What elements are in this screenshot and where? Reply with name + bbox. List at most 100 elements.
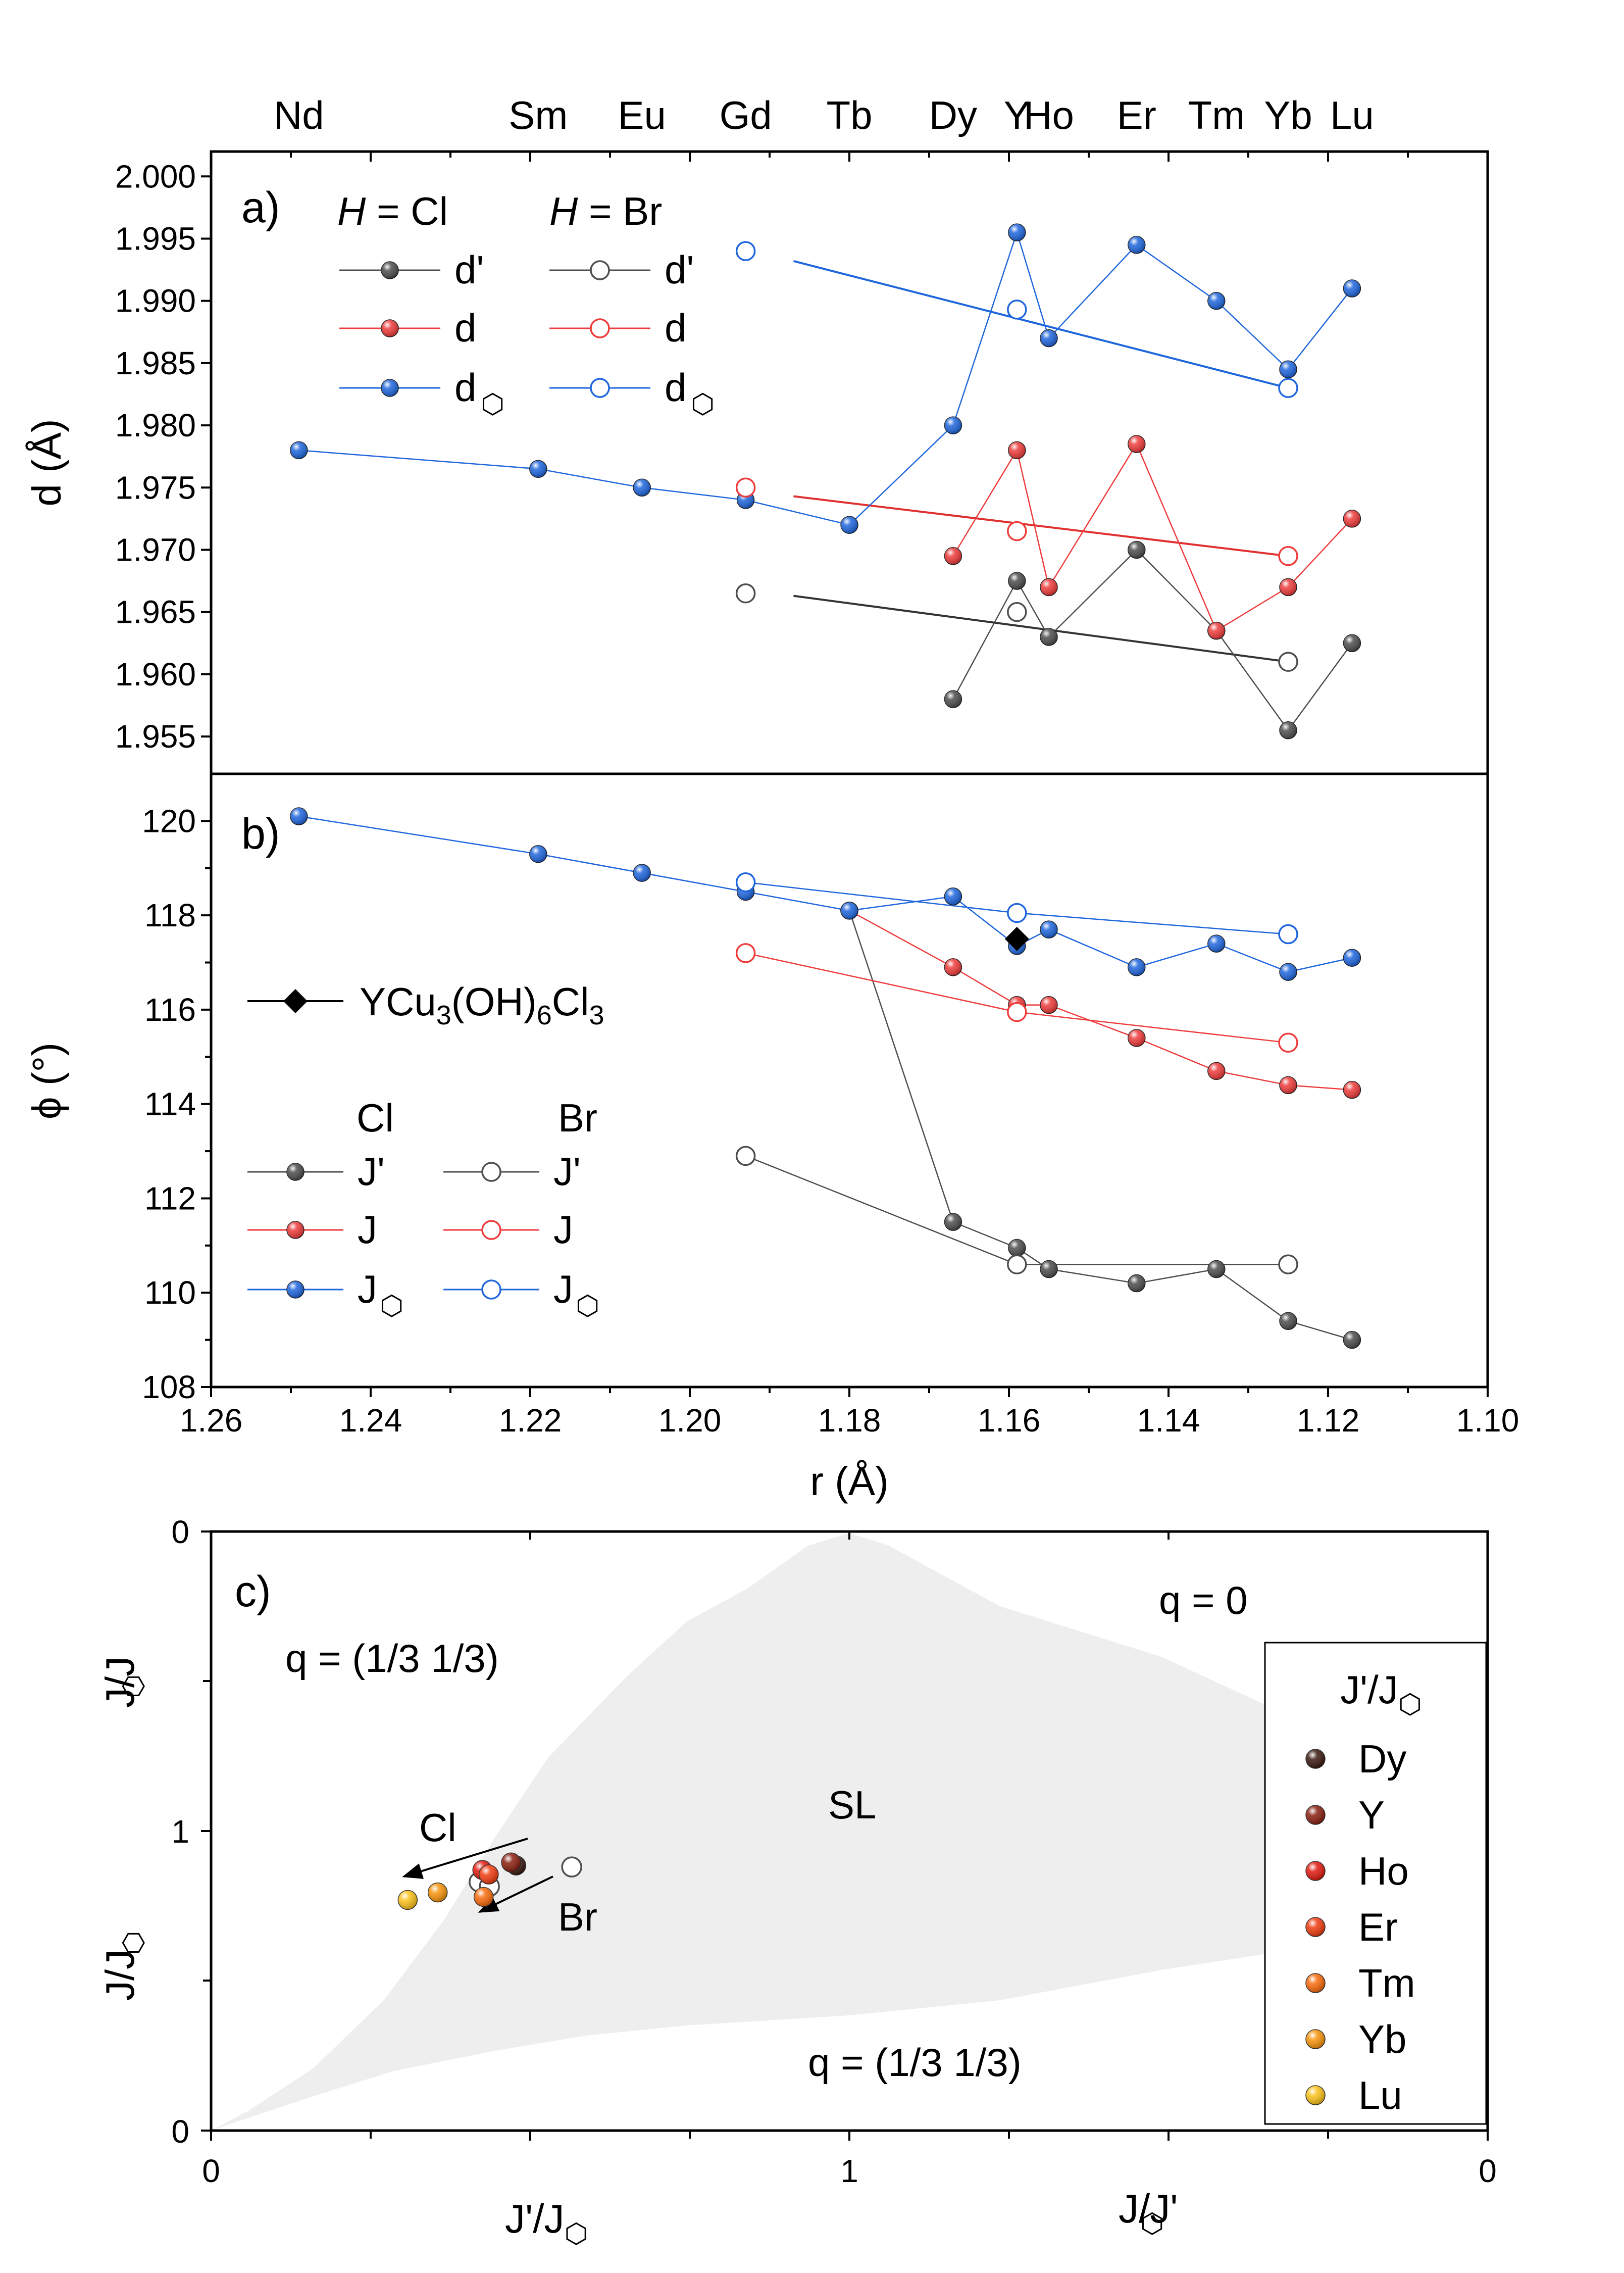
legend-a-hex-2-0: ⬡ (481, 389, 504, 419)
b-point-0-5-shine (1207, 1260, 1225, 1278)
legend-c-label-ho: Ho (1358, 1849, 1409, 1893)
c-ylabel-top-hex: ⬡ (118, 1674, 148, 1698)
a-fit-line-2 (793, 260, 1289, 389)
b-point-0-6-shine (1280, 1312, 1297, 1330)
legend-b-rows: J' J'J JJ ⬡ J ⬡ (247, 1149, 599, 1321)
legend-b-label-2-1: J (553, 1267, 573, 1311)
a-ytick-label-6: 1.985 (115, 345, 196, 381)
legend-c-marker-lu-shine (1306, 2086, 1325, 2105)
panel-c-ticks (201, 1530, 1489, 2141)
b-ytick-label-6: 120 (142, 803, 196, 839)
legend-b-label-1-0: J (358, 1207, 377, 1252)
b-point-5-2 (1278, 924, 1298, 945)
a-point-0-2-shine (1040, 628, 1057, 646)
legend-b-label-1-1: J (553, 1207, 573, 1252)
top-label-nd: Nd (274, 93, 324, 137)
panel-b-xlabel: r (Å) (810, 1459, 889, 1504)
arrow-label-cl: Cl (419, 1805, 456, 1850)
panel-a-xticks (210, 152, 1489, 162)
a-ytick-label-9: 2.000 (115, 158, 196, 194)
a-fit-line-1 (793, 495, 1289, 557)
legend-a-cl-h: H (337, 189, 366, 233)
b-point-2-11-shine (1343, 949, 1361, 967)
panel-a-label: a) (241, 183, 280, 232)
legend-c-box (1264, 1642, 1487, 2125)
legend-a-label-0-0: d' (454, 248, 484, 292)
top-label-gd: Gd (720, 93, 772, 137)
ycu-mid: (OH) (451, 979, 537, 1024)
c-xr-text: J/J' (1119, 2186, 1178, 2231)
c-xl-hex: ⬡ (565, 2218, 588, 2249)
legend-c-title-hex: ⬡ (1398, 1689, 1422, 1719)
c-ytick-label-top: 0 (171, 1514, 189, 1550)
legend-a-label-1-1: d (665, 306, 686, 350)
b-xtick-label-4: 1.18 (818, 1402, 881, 1439)
arrow-br (478, 1875, 553, 1913)
legend-a-label-1-0: d (454, 306, 476, 350)
a-ytick-label-4: 1.975 (115, 469, 196, 506)
legend-a-label-2-0: d (454, 365, 476, 410)
legend-b-cl-header: Cl (357, 1096, 394, 1140)
a-point-0-5-shine (1280, 721, 1297, 739)
legend-a-br-rest: = Br (578, 189, 662, 233)
panel-a-series (290, 223, 1361, 739)
a-point-1-1-shine (1008, 441, 1026, 459)
panel-a-legend: H = Cl H = Br d' d'd dd ⬡ d ⬡ (337, 189, 715, 419)
legend-c-label-y: Y (1358, 1793, 1385, 1837)
a-ytick-label-8: 1.995 (115, 220, 196, 257)
c-xlabel-left: J'/J⬡ (505, 2196, 588, 2249)
legend-b-hex-2-0: ⬡ (380, 1291, 403, 1321)
panel-b-ylabel: ϕ (°) (24, 1043, 69, 1119)
legend-a-marker-0-1 (590, 260, 610, 280)
legend-c-marker-yb-shine (1306, 2030, 1325, 2049)
legend-b-ycu-diamond (283, 989, 308, 1013)
c-ylabel-top: J/J (97, 1656, 142, 1708)
legend-a-br-h: H (549, 189, 578, 233)
panel-c-points (397, 1852, 582, 1910)
a-point-5-2 (1278, 378, 1298, 398)
a-point-2-8-shine (1128, 236, 1145, 254)
c-xlabel-right-hex: ⬡ (1140, 2208, 1164, 2239)
top-label-yb: Yb (1264, 93, 1312, 137)
region-sl: SL (828, 1783, 876, 1827)
b-point-1-7-shine (1343, 1081, 1361, 1099)
legend-c-marker-er-shine (1306, 1917, 1325, 1937)
legend-b-label-2-0: J (358, 1267, 377, 1311)
c-point-cl-er-shine (479, 1864, 498, 1884)
c-xtick-label-2: 0 (1479, 2153, 1497, 2189)
b-point-0-4-shine (1128, 1274, 1145, 1292)
b-ytick-label-1: 110 (144, 1274, 196, 1311)
a-point-0-0-shine (944, 690, 962, 708)
a-point-5-0 (735, 241, 756, 261)
legend-b-label-0-1: J' (553, 1149, 581, 1194)
a-point-2-1-shine (529, 460, 547, 478)
b-point-5-1 (1007, 903, 1027, 923)
a-point-2-5-shine (944, 417, 962, 434)
a-ytick-label-7: 1.990 (115, 283, 196, 319)
a-point-3-0 (735, 583, 756, 604)
legend-b-label-0-0: J' (358, 1149, 385, 1194)
b-series-line-2 (298, 815, 1352, 973)
a-ytick-label-1: 1.960 (115, 656, 196, 693)
legend-c-title: J'/J⬡ (1340, 1667, 1422, 1719)
a-point-1-6-shine (1343, 510, 1361, 527)
top-label-ho: Ho (1024, 93, 1074, 137)
legend-c-marker-y-shine (1306, 1805, 1325, 1824)
b-point-4-0 (735, 943, 756, 963)
b-xtick-label-6: 1.14 (1137, 1402, 1200, 1439)
c-point-cl-lu-shine (398, 1890, 418, 1910)
ycu-a: YCu (360, 979, 436, 1024)
legend-b-marker-2-1 (481, 1279, 501, 1300)
b-xtick-label-2: 1.22 (499, 1402, 562, 1439)
b-point-2-8-shine (1128, 958, 1145, 976)
a-point-2-9-shine (1207, 292, 1225, 310)
legend-c-title-text: J'/J (1340, 1667, 1398, 1712)
legend-a-label-2-1: d (665, 365, 686, 410)
legend-a-marker-2-1 (590, 378, 610, 398)
top-label-sm: Sm (509, 93, 568, 137)
b-point-4-1 (1007, 1002, 1027, 1022)
top-label-lu: Lu (1330, 93, 1374, 137)
panel-c-legend: J'/J⬡ Dy Y Ho Er Tm Yb Lu (1264, 1642, 1487, 2125)
a-point-4-0 (735, 477, 756, 498)
